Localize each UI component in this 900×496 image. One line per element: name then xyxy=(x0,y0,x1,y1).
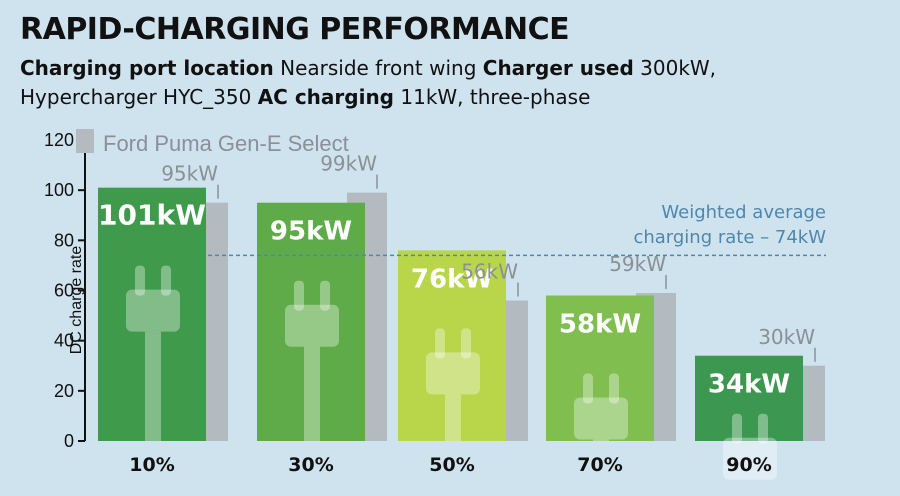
bar xyxy=(257,202,365,441)
comparison-value-label: 95kW xyxy=(161,162,218,186)
charger-model-value: Hypercharger HYC_350 xyxy=(20,85,258,109)
y-tick-label: 100 xyxy=(44,180,74,200)
ac-charging-value: 11kW, three-phase xyxy=(394,85,591,109)
charger-used-value: 300kW, xyxy=(633,56,717,80)
average-label-line1: Weighted average xyxy=(661,202,826,223)
port-location-value: Nearside front wing xyxy=(273,56,483,80)
port-location-label: Charging port location xyxy=(20,56,274,80)
bar-value-label: 95kW xyxy=(270,217,352,247)
ac-charging-label: AC charging xyxy=(257,85,395,109)
y-tick-label: 120 xyxy=(44,130,74,150)
bar xyxy=(546,295,654,441)
page-title: RAPID-CHARGING PERFORMANCE xyxy=(20,12,570,47)
legend-label: Ford Puma Gen-E Select xyxy=(103,131,349,156)
bar-value-label: 58kW xyxy=(559,310,641,340)
y-tick-label: 60 xyxy=(54,281,74,301)
chart-subtitle: Charging port location Nearside front wi… xyxy=(20,54,880,112)
bar-value-label: 101kW xyxy=(98,199,206,232)
plug-icon xyxy=(574,373,628,441)
comparison-value-label: 99kW xyxy=(320,152,377,176)
plug-icon xyxy=(126,265,180,441)
bar-value-label: 76kW xyxy=(411,264,493,294)
plug-icon xyxy=(723,413,777,480)
x-category-label: 30% xyxy=(288,454,333,476)
legend-swatch xyxy=(76,129,94,153)
charger-used-label: Charger used xyxy=(482,56,634,80)
y-tick-label: 40 xyxy=(54,331,74,351)
y-axis-label: DC charge rate xyxy=(68,246,85,355)
x-category-label: 90% xyxy=(726,454,771,476)
y-tick-label: 20 xyxy=(54,381,74,401)
plug-icon xyxy=(426,328,480,441)
bar-value-label: 34kW xyxy=(708,370,790,400)
x-category-label: 70% xyxy=(577,454,622,476)
average-label-line2: charging rate – 74kW xyxy=(633,227,826,248)
x-category-label: 10% xyxy=(129,454,174,476)
plug-icon xyxy=(285,280,339,441)
comparison-value-label: 30kW xyxy=(758,325,815,349)
bar xyxy=(695,355,803,441)
bar xyxy=(398,250,506,441)
y-tick-label: 80 xyxy=(54,230,74,250)
comparison-value-label: 56kW xyxy=(461,260,518,284)
x-category-label: 50% xyxy=(429,454,474,476)
y-tick-label: 0 xyxy=(64,431,74,451)
bar xyxy=(98,187,206,441)
